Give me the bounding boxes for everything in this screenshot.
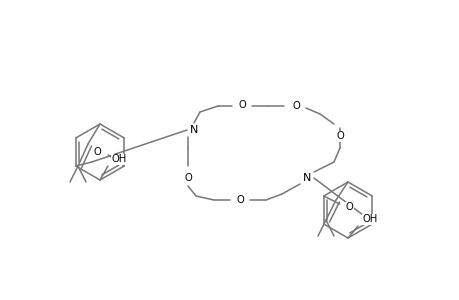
Text: N: N xyxy=(190,125,198,135)
Text: O: O xyxy=(235,195,243,205)
Text: N: N xyxy=(302,173,310,183)
Text: O: O xyxy=(184,173,191,183)
Text: OH: OH xyxy=(112,154,127,164)
Text: O: O xyxy=(345,202,353,212)
Text: O: O xyxy=(238,100,246,110)
Text: O: O xyxy=(336,131,343,141)
Text: OH: OH xyxy=(362,214,377,224)
Text: O: O xyxy=(291,101,299,111)
Text: O: O xyxy=(93,147,101,157)
